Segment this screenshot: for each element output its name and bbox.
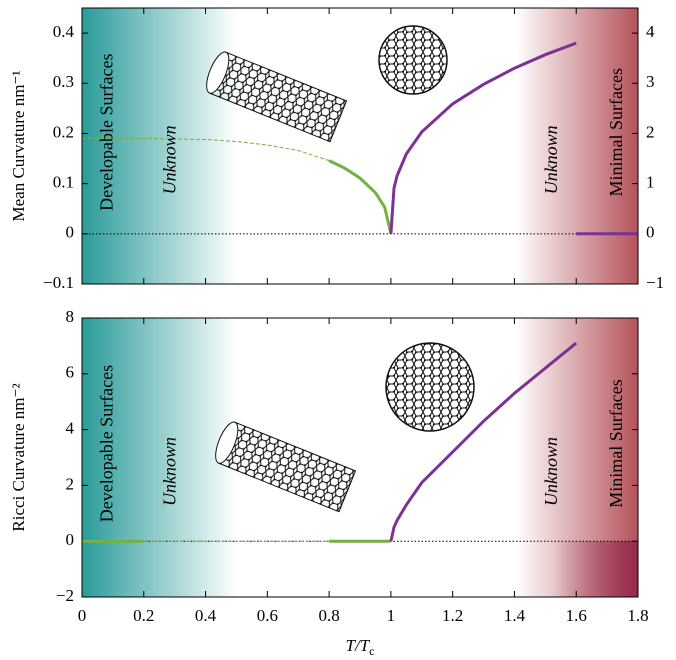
- annotation: Unknown: [160, 437, 180, 506]
- background-right: [515, 8, 638, 284]
- x-axis-label-sub: c: [369, 644, 374, 658]
- x-tick-label: 0.8: [318, 606, 339, 625]
- x-axis-label-main: T/T: [346, 636, 371, 655]
- y-tick-label: 0.3: [53, 72, 74, 91]
- y-tick-label: 0: [66, 223, 75, 242]
- y-tick-label: 0.1: [53, 173, 74, 192]
- y-tick-label: 8: [66, 307, 75, 326]
- y-tick-label: −0.1: [43, 273, 74, 292]
- y-tick-label: 2: [66, 474, 75, 493]
- x-tick-label: 1.6: [566, 606, 587, 625]
- annotation: Unknown: [541, 125, 561, 194]
- nanotube: [215, 421, 357, 513]
- x-tick-label: 1: [387, 606, 396, 625]
- x-axis-label: T/Tc: [346, 636, 375, 658]
- x-tick-label: 1.8: [627, 606, 648, 625]
- molecule-icons: [206, 25, 475, 513]
- y2-tick-label: 2: [646, 122, 655, 141]
- annotation: Minimal Surfaces: [606, 379, 626, 507]
- y-tick-label: −2: [56, 586, 74, 605]
- y-tick-label: 6: [66, 363, 75, 382]
- y-tick-label: 0.4: [53, 22, 75, 41]
- series-line: [82, 138, 330, 162]
- annotation: Unknown: [160, 125, 180, 194]
- y-tick-label: 0: [66, 530, 75, 549]
- annotation: Developable Surfaces: [96, 365, 116, 522]
- y-axis-label: Mean Curvature nm⁻¹: [9, 71, 28, 222]
- plot-frame: [81, 7, 639, 285]
- background-left: [82, 318, 238, 597]
- background-right-low: [554, 541, 638, 597]
- plot-frame: [81, 317, 639, 598]
- fullerene: [385, 342, 475, 432]
- annotation: Developable Surfaces: [96, 53, 116, 210]
- y-tick-label: 0.2: [53, 122, 74, 141]
- series-line: [328, 159, 393, 235]
- y2-tick-label: 0: [646, 223, 655, 242]
- y-axis-label: Ricci Curvature nm⁻²: [9, 383, 28, 531]
- x-tick-label: 0.4: [195, 606, 217, 625]
- y-tick-label: 4: [66, 419, 75, 438]
- x-tick-label: 1.4: [504, 606, 526, 625]
- nanotube: [206, 51, 348, 143]
- x-tick-label: 0: [78, 606, 87, 625]
- background-left: [82, 8, 238, 284]
- y2-tick-label: 4: [646, 22, 655, 41]
- x-tick-label: 0.2: [133, 606, 154, 625]
- x-tick-label: 1.2: [442, 606, 463, 625]
- series-line: [389, 41, 577, 234]
- annotation: Minimal Surfaces: [606, 68, 626, 196]
- y2-tick-label: 1: [646, 173, 655, 192]
- annotation: Unknown: [541, 437, 561, 506]
- fullerene: [378, 25, 448, 95]
- series-line: [389, 341, 578, 542]
- y2-tick-label: 3: [646, 72, 655, 91]
- x-tick-label: 0.6: [257, 606, 278, 625]
- y2-tick-label: −1: [646, 273, 664, 292]
